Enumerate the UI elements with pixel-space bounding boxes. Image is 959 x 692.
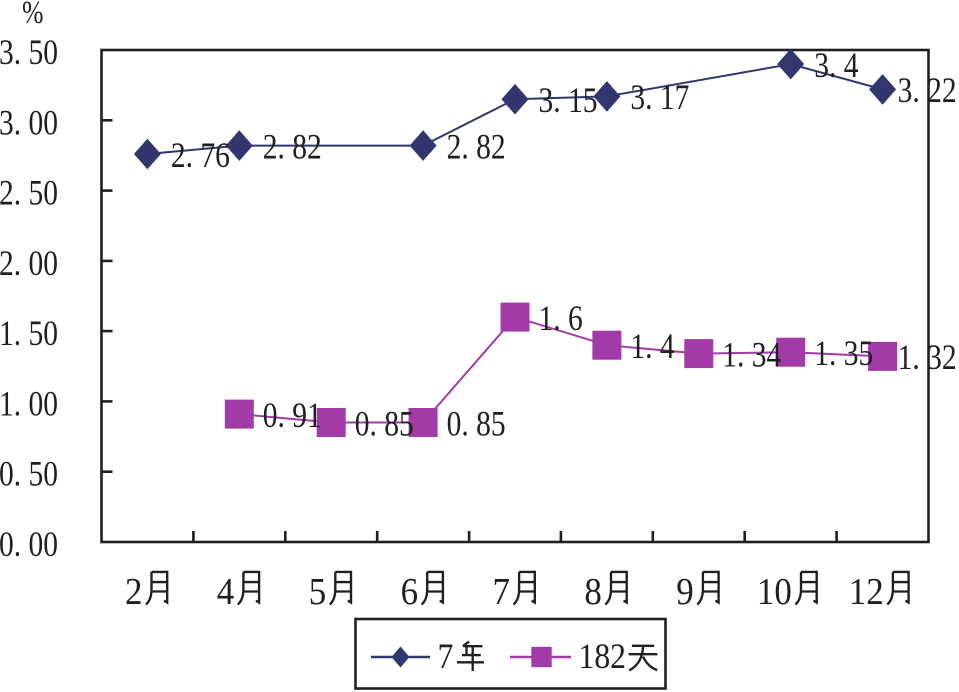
svg-text:9: 9 xyxy=(676,570,693,613)
svg-text:12: 12 xyxy=(849,570,884,613)
svg-text:1. 35: 1. 35 xyxy=(814,334,873,373)
svg-text:0. 91: 0. 91 xyxy=(263,396,322,435)
svg-text:1. 4: 1. 4 xyxy=(630,327,674,366)
svg-text:6: 6 xyxy=(401,570,418,613)
svg-text:0. 50: 0. 50 xyxy=(0,455,58,494)
svg-text:2. 76: 2. 76 xyxy=(171,136,230,175)
svg-text:1. 00: 1. 00 xyxy=(0,385,58,424)
svg-text:10: 10 xyxy=(757,570,792,613)
svg-text:0. 00: 0. 00 xyxy=(0,525,58,564)
svg-text:1. 50: 1. 50 xyxy=(0,314,58,353)
svg-text:2. 82: 2. 82 xyxy=(447,128,506,167)
svg-text:0. 85: 0. 85 xyxy=(355,405,414,444)
svg-text:7: 7 xyxy=(493,570,510,613)
svg-text:3. 22: 3. 22 xyxy=(898,72,957,111)
svg-text:3. 15: 3. 15 xyxy=(539,81,598,120)
svg-text:2. 82: 2. 82 xyxy=(263,128,322,167)
svg-text:8: 8 xyxy=(584,570,601,613)
svg-text:0. 85: 0. 85 xyxy=(447,405,506,444)
svg-text:3. 4: 3. 4 xyxy=(814,46,858,85)
svg-text:1. 34: 1. 34 xyxy=(722,336,781,375)
svg-text:1. 32: 1. 32 xyxy=(898,339,957,378)
svg-text:182: 182 xyxy=(579,637,627,676)
svg-text:1. 6: 1. 6 xyxy=(539,299,583,338)
svg-text:2. 00: 2. 00 xyxy=(0,244,58,283)
svg-text:5: 5 xyxy=(309,570,326,613)
svg-text:3. 00: 3. 00 xyxy=(0,104,58,143)
svg-text:2: 2 xyxy=(125,570,142,613)
svg-text:4: 4 xyxy=(217,570,234,613)
svg-text:3. 50: 3. 50 xyxy=(0,33,58,72)
svg-text:7: 7 xyxy=(438,637,454,676)
svg-text:3. 17: 3. 17 xyxy=(630,79,689,118)
svg-text:2. 50: 2. 50 xyxy=(0,174,58,213)
svg-text:%: % xyxy=(22,0,43,31)
